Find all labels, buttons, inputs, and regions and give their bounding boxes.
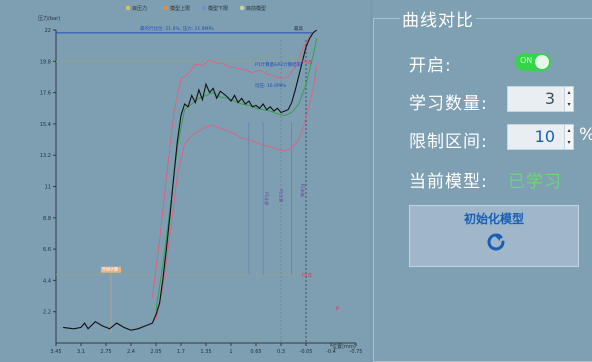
series-line-模型下限 xyxy=(155,65,318,321)
x-tick-label: 2.05 xyxy=(150,349,161,355)
legend-marker xyxy=(239,5,245,11)
series-line-模型上限 xyxy=(152,29,317,298)
enable-toggle[interactable]: ON xyxy=(515,53,551,71)
refresh-icon xyxy=(487,233,505,251)
legend-marker xyxy=(163,5,169,11)
chart-svg: 2.2 4.4 6.6 8.8 11 13.2 15.4 17.6 19.8 22 3.45 3.1 2… xyxy=(38,5,363,355)
max-reference-tag: 最高 xyxy=(294,25,303,32)
upper-tag: P1左 xyxy=(302,58,313,65)
x-tick-label: 2.75 xyxy=(100,349,111,355)
y-tick-label: 6.6 xyxy=(43,247,51,253)
vertical-tag-3: P1末端 xyxy=(300,184,306,197)
x-tick-label: -0.75 xyxy=(350,349,363,355)
limit-range-value: 10 xyxy=(534,127,555,146)
y-tick-label: 2.2 xyxy=(43,310,51,316)
vertical-tag-1: P1计算 xyxy=(264,192,270,205)
legend-label: 模型上限 xyxy=(170,5,190,12)
learn-count-value: 3 xyxy=(544,89,555,108)
x-tick-label: 2.4 xyxy=(127,349,135,355)
y-tick-label: 15.4 xyxy=(40,122,51,128)
y-tick-label: 11 xyxy=(45,185,51,191)
y-tick-label: 8.8 xyxy=(43,216,51,222)
lower-tag: P1左 xyxy=(302,272,313,279)
start-tag-label: 开始计算 xyxy=(102,266,118,272)
toggle-thumb xyxy=(535,55,549,69)
x-axis-label: 位置(mm) xyxy=(332,343,356,350)
max-reference-label: 最的行比位: 21.8%, 压力: 21.8MPa xyxy=(140,25,214,32)
learn-count-label: 学习数量: xyxy=(409,94,488,114)
init-model-button[interactable]: 初始化模型 xyxy=(409,205,579,267)
vertical-tag-2: P1计算 xyxy=(278,189,284,202)
x-tick-label: 3.45 xyxy=(50,349,61,355)
x-tick-label: 0.3 xyxy=(277,349,285,355)
marker-tag: P xyxy=(336,306,339,312)
legend-marker xyxy=(125,5,131,11)
series-line-目压力 xyxy=(63,29,318,331)
init-model-label: 初始化模型 xyxy=(463,212,524,226)
limit-range-spinbox[interactable]: 10 ▴ ▾ xyxy=(507,124,574,150)
y-axis-label: 压力(bar) xyxy=(38,15,60,22)
limit-range-unit: % xyxy=(579,125,592,145)
x-tick-label: 1.35 xyxy=(200,349,211,355)
spin-up-icon[interactable]: ▴ xyxy=(567,89,571,96)
legend-marker xyxy=(201,5,207,11)
legend-label: 模型下限 xyxy=(208,5,228,12)
mid-label-2: P1计算量&P2计算结束 xyxy=(255,61,302,68)
x-tick-label: 0.65 xyxy=(250,349,261,355)
current-model-label: 当前模型: xyxy=(409,172,488,192)
current-model-value: 已学习 xyxy=(508,172,562,192)
spin-down-icon[interactable]: ▾ xyxy=(567,101,571,108)
spin-down-icon[interactable]: ▾ xyxy=(567,139,571,146)
x-tick-label: 3.1 xyxy=(77,349,85,355)
limit-range-label: 限制区间: xyxy=(409,132,488,152)
curve-compare-panel: 曲线对比 开启: ON 学习数量: 3 ▴ ▾ 限制区间: 10 ▴ ▾ % 当… xyxy=(373,0,592,362)
legend-label: 目前模型 xyxy=(246,5,266,12)
learn-count-spinbox[interactable]: 3 ▴ ▾ xyxy=(507,86,574,112)
start-tag-box xyxy=(101,266,121,273)
learn-count-arrows[interactable]: ▴ ▾ xyxy=(564,87,573,111)
mid-label: 均压: 16.6MPa xyxy=(255,82,286,89)
y-tick-label: 4.4 xyxy=(43,278,51,284)
x-tick-label: 1.7 xyxy=(177,349,185,355)
enable-label: 开启: xyxy=(409,56,452,76)
limit-range-arrows[interactable]: ▴ ▾ xyxy=(564,125,573,149)
y-tick-label: 22 xyxy=(45,28,51,34)
panel-title: 曲线对比 xyxy=(400,6,476,31)
pressure-chart: 2.2 4.4 6.6 8.8 11 13.2 15.4 17.6 19.8 22 3.45 3.1 2… xyxy=(38,5,363,355)
x-tick-label: -0.4 xyxy=(326,349,336,355)
toggle-text: ON xyxy=(520,56,533,65)
series-line-目前模型 xyxy=(155,38,318,311)
spin-up-icon[interactable]: ▴ xyxy=(567,127,571,134)
x-tick-label: -0.05 xyxy=(300,349,313,355)
y-tick-label: 13.2 xyxy=(40,153,51,159)
x-tick-label: 1 xyxy=(229,349,232,355)
y-tick-label: 19.8 xyxy=(40,59,51,65)
legend-label: 目压力 xyxy=(132,5,147,12)
y-tick-label: 17.6 xyxy=(40,91,51,97)
